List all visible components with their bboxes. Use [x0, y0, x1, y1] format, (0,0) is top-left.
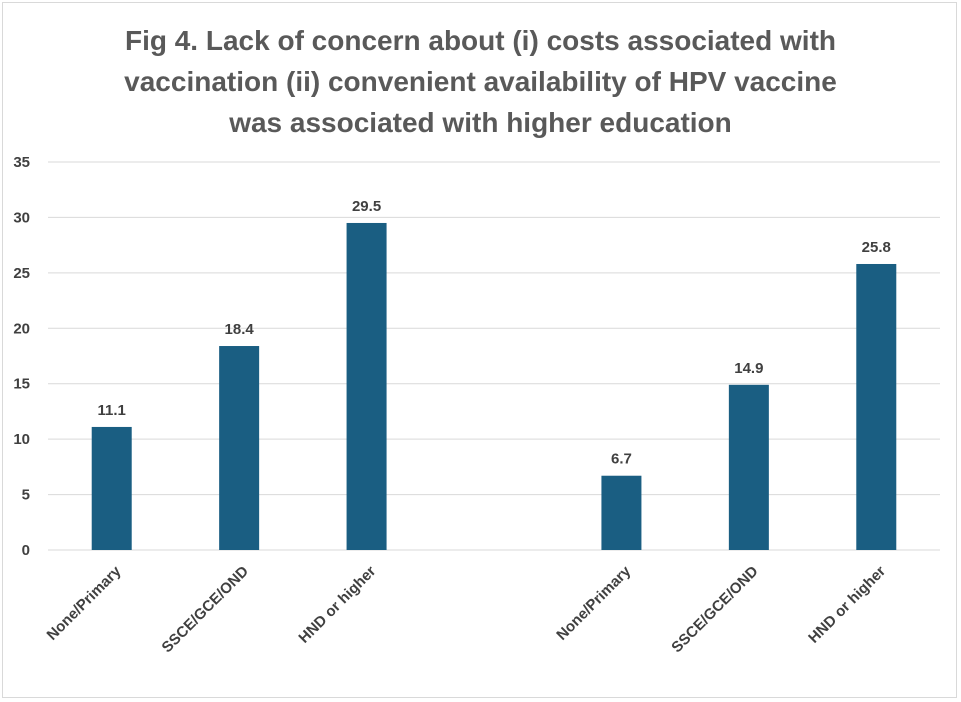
- chart-title: Fig 4. Lack of concern about (i) costs a…: [0, 20, 961, 143]
- x-category-label: None/Primary: [44, 562, 125, 643]
- data-label: 25.8: [862, 239, 891, 256]
- x-category-label: SSCE/GCE/OND: [668, 563, 761, 656]
- y-tick-label: 5: [22, 487, 30, 504]
- bar: [346, 222, 387, 550]
- data-label: 18.4: [225, 321, 255, 338]
- y-tick-label: 20: [13, 320, 30, 337]
- data-label: 6.7: [611, 451, 632, 468]
- chart-title-line-1: Fig 4. Lack of concern about (i) costs a…: [124, 25, 837, 56]
- y-tick-label: 10: [13, 431, 30, 448]
- data-label: 11.1: [98, 402, 126, 419]
- bar: [91, 426, 132, 550]
- y-tick-label: 0: [22, 542, 30, 559]
- y-tick-label: 30: [13, 209, 30, 226]
- bar: [601, 475, 642, 550]
- x-category-label: HND or higher: [805, 563, 889, 647]
- bar: [728, 384, 769, 550]
- x-category-label: SSCE/GCE/OND: [159, 563, 252, 656]
- y-tick-label: 15: [13, 376, 30, 393]
- chart-title-line-2: vaccination (ii) convenient availability…: [124, 66, 837, 97]
- data-label: 14.9: [734, 360, 763, 377]
- y-tick-label: 25: [13, 265, 30, 282]
- data-label: 29.5: [352, 198, 381, 215]
- bar: [856, 263, 897, 550]
- bar: [219, 346, 260, 550]
- x-category-label: None/Primary: [553, 562, 634, 643]
- chart-title-line-3: was associated with higher education: [229, 107, 732, 138]
- x-category-label: HND or higher: [295, 563, 379, 647]
- y-tick-label: 35: [13, 154, 30, 171]
